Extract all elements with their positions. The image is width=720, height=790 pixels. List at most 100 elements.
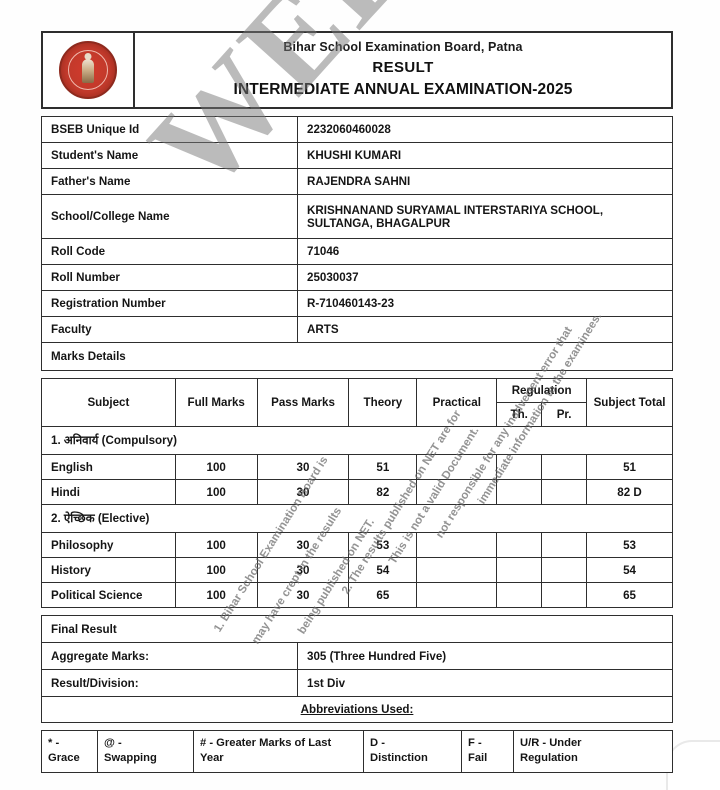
result-division-value: 1st Div (297, 669, 673, 697)
cell-subject-total: 65 (586, 582, 673, 608)
board-name: Bihar School Examination Board, Patna (283, 39, 523, 54)
subject-name: History (41, 557, 176, 583)
cell-theory: 54 (348, 557, 418, 583)
cell-regulation-th (496, 582, 543, 608)
abbr-symbol: @ - (104, 737, 122, 749)
marks-details-heading: Marks Details (41, 342, 673, 371)
table-row: Registration Number R-710460143-23 (41, 290, 673, 317)
abbr-symbol: * - (48, 737, 60, 749)
table-row: Abbreviations Used: (41, 696, 673, 723)
marks-subheader-row: Th. Pr. (42, 402, 673, 427)
detail-label-registration-number: Registration Number (41, 290, 298, 317)
col-header-subject-total: Subject Total (586, 378, 673, 427)
cell-regulation-pr (541, 557, 588, 583)
detail-label-unique-id: BSEB Unique Id (41, 116, 298, 143)
detail-value-father-name: RAJENDRA SAHNI (297, 168, 673, 195)
result-card: Bihar School Examination Board, Patna RE… (41, 31, 673, 773)
section-heading-label: 2. ऐच्छिक (Elective) (41, 504, 673, 533)
cell-theory: 51 (348, 454, 418, 480)
abbr-symbol: F - (468, 737, 482, 749)
detail-value-registration-number: R-710460143-23 (297, 290, 673, 317)
col-header-subject: Subject (41, 378, 176, 427)
abbr-cell-under-regulation: U/R - Under Regulation (513, 730, 673, 773)
cell-regulation-th (496, 532, 543, 558)
abbr-meaning: Swapping (104, 752, 157, 765)
device-screen-corner (666, 740, 720, 790)
abbr-meaning: Fail (468, 752, 488, 765)
school-name-line-2: SULTANGA, BHAGALPUR (307, 216, 451, 230)
logo-cell (43, 33, 135, 107)
student-details-table: BSEB Unique Id 2232060460028 Student's N… (41, 116, 673, 371)
detail-value-student-name: KHUSHI KUMARI (297, 142, 673, 169)
abbr-symbol: # - Greater Marks of Last (200, 737, 332, 749)
detail-label-roll-number: Roll Number (41, 264, 298, 291)
detail-value-roll-number: 25030037 (297, 264, 673, 291)
aggregate-marks-value: 305 (Three Hundred Five) (297, 642, 673, 670)
section-heading-elective: 2. ऐच्छिक (Elective) (41, 504, 673, 533)
header-text: Bihar School Examination Board, Patna RE… (135, 33, 671, 107)
table-row: Student's Name KHUSHI KUMARI (41, 142, 673, 169)
cell-pass-marks: 30 (256, 479, 350, 505)
section-heading-label: 1. अनिवार्य (Compulsory) (41, 426, 673, 455)
subject-name: Political Science (41, 582, 176, 608)
cell-practical (416, 532, 498, 558)
table-row: BSEB Unique Id 2232060460028 (41, 116, 673, 143)
cell-pass-marks: 30 (256, 532, 350, 558)
table-row: Political Science 100 30 65 65 (41, 582, 673, 608)
cell-subject-total: 82 D (586, 479, 673, 505)
table-row: School/College Name KRISHNANAND SURYAMAL… (41, 194, 673, 239)
abbr-cell-grace: * - Grace (41, 730, 98, 773)
cell-regulation-th (496, 557, 543, 583)
marks-header-row: Subject Full Marks Pass Marks Theory Pra… (41, 378, 673, 427)
section-heading-compulsory: 1. अनिवार्य (Compulsory) (41, 426, 673, 455)
cell-theory: 82 (348, 479, 418, 505)
aggregate-marks-label: Aggregate Marks: (41, 642, 298, 670)
table-row: Hindi 100 30 82 82 D (41, 479, 673, 505)
table-row: Aggregate Marks: 305 (Three Hundred Five… (41, 642, 673, 670)
abbr-meaning: Regulation (520, 752, 578, 765)
cell-pass-marks: 30 (256, 582, 350, 608)
abbreviations-title: Abbreviations Used: (41, 696, 673, 723)
detail-value-school-name: KRISHNANAND SURYAMAL INTERSTARIYA SCHOOL… (297, 194, 673, 239)
emblem-figure-icon (82, 58, 94, 83)
cell-subject-total: 51 (586, 454, 673, 480)
cell-practical (416, 479, 498, 505)
col-header-full-marks: Full Marks (174, 378, 258, 427)
cell-regulation-pr (541, 454, 588, 480)
school-name-line-1: KRISHNANAND SURYAMAL INTERSTARIYA SCHOOL… (307, 203, 604, 217)
cell-practical (416, 454, 498, 480)
detail-label-father-name: Father's Name (41, 168, 298, 195)
table-row: Father's Name RAJENDRA SAHNI (41, 168, 673, 195)
table-row: History 100 30 54 54 (41, 557, 673, 583)
detail-value-roll-code: 71046 (297, 238, 673, 265)
exam-title: INTERMEDIATE ANNUAL EXAMINATION-2025 (233, 80, 573, 98)
table-row: Faculty ARTS (41, 316, 673, 343)
detail-label-school-name: School/College Name (41, 194, 298, 239)
table-row: Final Result (41, 615, 673, 643)
abbr-cell-swapping: @ - Swapping (97, 730, 194, 773)
cell-practical (416, 582, 498, 608)
detail-label-roll-code: Roll Code (41, 238, 298, 265)
table-row: Marks Details (41, 342, 673, 371)
cell-subject-total: 54 (586, 557, 673, 583)
subject-name: English (41, 454, 176, 480)
cell-theory: 65 (348, 582, 418, 608)
cell-pass-marks: 30 (256, 454, 350, 480)
cell-practical (416, 557, 498, 583)
table-row: Result/Division: 1st Div (41, 669, 673, 697)
cell-regulation-pr (541, 532, 588, 558)
abbr-cell-distinction: D - Distinction (363, 730, 462, 773)
table-row: Roll Code 71046 (41, 238, 673, 265)
col-header-practical: Practical (416, 378, 498, 427)
bseb-emblem-icon (59, 41, 117, 99)
final-result-title: Final Result (41, 615, 673, 643)
detail-label-faculty: Faculty (41, 316, 298, 343)
result-header: Bihar School Examination Board, Patna RE… (41, 31, 673, 109)
col-header-regulation-th: Th. (496, 402, 543, 427)
abbr-cell-fail: F - Fail (461, 730, 514, 773)
cell-full-marks: 100 (174, 557, 258, 583)
col-header-regulation-pr: Pr. (541, 402, 588, 427)
cell-subject-total: 53 (586, 532, 673, 558)
result-division-label: Result/Division: (41, 669, 298, 697)
